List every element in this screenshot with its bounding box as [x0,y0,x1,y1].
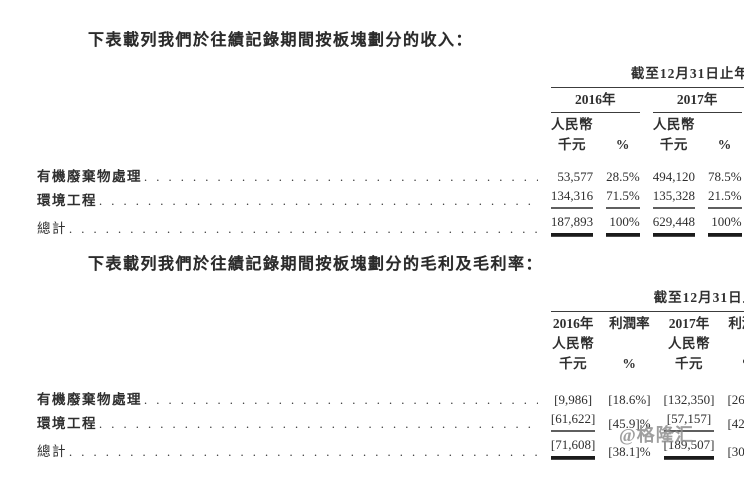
pct-cell: 78.5% [707,169,742,184]
double-rule [606,233,640,237]
unit-header-row: 人民幣千元 % 人民幣千元 % 人民幣千元 % [37,332,744,372]
amount-cell: [57,157] [663,408,715,432]
total-pct-cell: [38.1]% [608,444,651,459]
row-label-total: 總計. . . . . . . . . . . . . . . . . . . … [37,221,538,236]
gross-margin-table: 截至12月31日止年度 2016年 利潤率 2017年 利潤率 2018年 利潤… [24,286,744,460]
amount-cell: 134,316 [550,185,594,209]
pct-cell: [26.8]% [727,392,744,407]
row-label-environmental-engineering: 環境工程. . . . . . . . . . . . . . . . . . … [37,193,538,208]
amount-cell: [61,622] [550,408,596,432]
pct-cell: 71.5% [606,185,640,209]
year-2016-header: 2016年 [552,316,594,331]
year-2017-header: 2017年 [652,88,742,113]
pct-cell: [45.9]% [608,416,651,431]
total-amount-cell: 187,893 [550,209,594,237]
amount-cell: 494,120 [652,169,695,184]
double-rule [550,456,596,460]
period-header: 截至12月31日止年度 [550,286,744,312]
double-rule [550,233,594,237]
table-row: 有機廢棄物處理. . . . . . . . . . . . . . . . .… [37,164,744,185]
unit-label: 人民幣千元 [551,117,593,152]
pct-label: % [727,332,744,372]
margin-label: 利潤率 [728,316,744,331]
double-rule [707,233,742,237]
amount-cell: 135,328 [652,185,695,209]
pct-cell: 28.5% [606,169,640,184]
year-header-row: 2016年 2017年 2018年 [37,88,744,113]
double-rule [663,456,715,460]
row-label-total: 總計. . . . . . . . . . . . . . . . . . . … [37,444,538,459]
unit-label: 人民幣千元 [668,336,710,371]
unit-label: 人民幣千元 [652,117,695,152]
dot-leader: . . . . . . . . . . . . . . . . . . . . … [144,393,538,407]
total-pct-cell: 100% [707,209,742,237]
pct-cell: [42.2]% [727,416,744,431]
margin-section-heading: 下表載列我們於往績記錄期間按板塊劃分的毛利及毛利率： [88,256,544,273]
dot-leader: . . . . . . . . . . . . . . . . . . . . … [99,417,538,431]
total-amount-cell: 629,448 [652,209,695,237]
revenue-section-heading: 下表載列我們於往績記錄期間按板塊劃分的收入： [88,32,474,49]
year-2017-header: 2017年 [668,316,710,331]
margin-label: 利潤率 [609,316,650,331]
table-row: 環境工程. . . . . . . . . . . . . . . . . . … [37,408,744,432]
double-rule [652,233,695,237]
amount-cell: 53,577 [557,169,594,184]
table-row: 環境工程. . . . . . . . . . . . . . . . . . … [37,185,744,209]
table-row: 有機廢棄物處理. . . . . . . . . . . . . . . . .… [37,387,744,408]
pct-cell: [18.6%] [608,392,651,407]
pct-label: % [615,137,630,152]
amount-cell: [132,350] [663,392,715,407]
row-label-environmental-engineering: 環境工程. . . . . . . . . . . . . . . . . . … [37,416,538,431]
total-amount-cell: [189,507] [663,432,715,460]
amount-cell: [9,986] [554,392,593,407]
year-header-row: 2016年 利潤率 2017年 利潤率 2018年 利潤率 [37,312,744,332]
pct-cell: 21.5% [707,185,742,209]
gelonghui-watermark: @格隆汇 [619,425,694,445]
period-header-row: 截至12月31日止年度 [37,286,744,312]
total-pct-cell: 100% [606,209,640,237]
pct-label: % [717,137,732,152]
pct-label: % [622,356,637,371]
dot-leader: . . . . . . . . . . . . . . . . . . . . … [99,194,538,208]
unit-label: 人民幣千元 [552,336,595,371]
total-row: 總計. . . . . . . . . . . . . . . . . . . … [37,209,744,237]
total-row: 總計. . . . . . . . . . . . . . . . . . . … [37,432,744,460]
dot-leader: . . . . . . . . . . . . . . . . . . . . … [144,170,538,184]
revenue-table: 截至12月31日止年度 2016年 2017年 2018年 人民幣千元 % 人民… [24,62,744,237]
period-header-row: 截至12月31日止年度 [37,62,744,88]
dot-leader: . . . . . . . . . . . . . . . . . . . . … [69,445,538,459]
year-2016-header: 2016年 [550,88,640,113]
unit-header-row: 人民幣千元 % 人民幣千元 % 人民幣千元 % [37,113,744,153]
dot-leader: . . . . . . . . . . . . . . . . . . . . … [69,222,538,236]
row-label-organic-waste: 有機廢棄物處理. . . . . . . . . . . . . . . . .… [37,164,538,185]
total-amount-cell: [71,608] [550,432,596,460]
period-header: 截至12月31日止年度 [550,62,744,88]
total-pct-cell: [30.1]% [727,444,744,459]
row-label-organic-waste: 有機廢棄物處理. . . . . . . . . . . . . . . . .… [37,387,538,408]
